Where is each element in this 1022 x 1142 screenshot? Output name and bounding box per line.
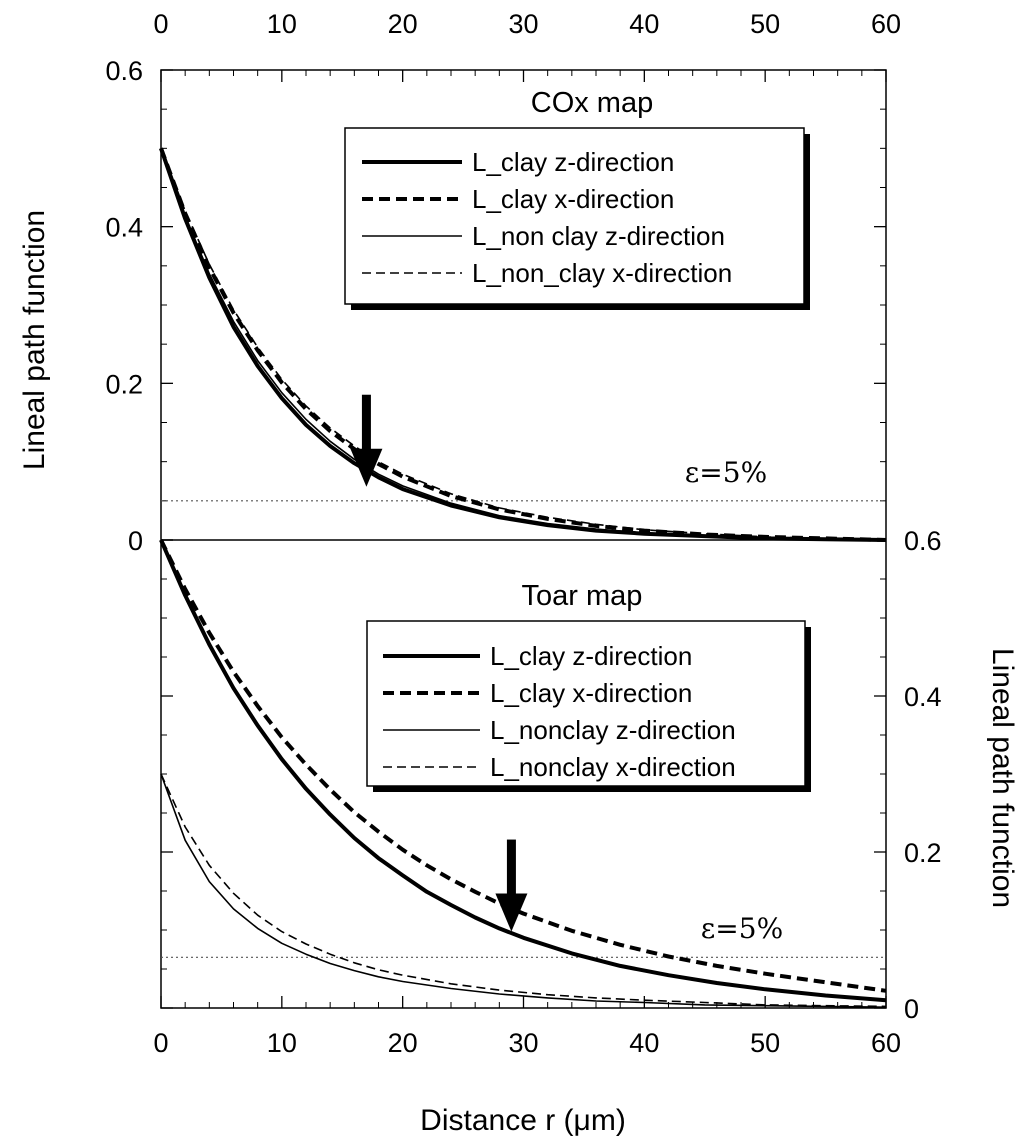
x-tick-label-top: 20 xyxy=(388,9,418,39)
arrow-head xyxy=(495,893,528,932)
x-tick-label-bottom: 40 xyxy=(629,1028,659,1058)
x-tick-label-bottom: 0 xyxy=(153,1028,168,1058)
threshold-label-cox: ε=5% xyxy=(685,456,767,489)
y-axis-title-left: Lineal path function xyxy=(18,210,51,470)
y-tick-label-right: 0 xyxy=(904,994,919,1024)
legend-toar-label-1: L_clay z-direction xyxy=(490,641,692,671)
y-tick-label-left: 0 xyxy=(128,526,143,556)
legend-toar-label-3: L_nonclay z-direction xyxy=(490,715,736,745)
x-tick-label-top: 40 xyxy=(629,9,659,39)
series-layer xyxy=(159,147,887,1008)
legend-toar: L_clay z-direction L_clay x-direction L_… xyxy=(366,620,811,792)
x-tick-label-bottom: 10 xyxy=(267,1028,297,1058)
x-axis-title: Distance r (μm) xyxy=(420,1104,626,1137)
x-tick-label-top: 60 xyxy=(871,9,901,39)
y-tick-label-right: 0.6 xyxy=(904,526,942,556)
series-line xyxy=(160,773,887,1008)
series-line xyxy=(159,539,887,993)
x-tick-label-top: 50 xyxy=(750,9,780,39)
panel-title-toar: Toar map xyxy=(522,580,643,612)
arrow-shaft xyxy=(506,839,516,898)
x-tick-label-top: 0 xyxy=(153,9,168,39)
panel-title-cox: COx map xyxy=(531,87,653,119)
series-line xyxy=(159,539,887,1003)
arrow-shaft xyxy=(361,394,371,453)
series-line xyxy=(160,773,887,1008)
x-tick-label-bottom: 60 xyxy=(871,1028,901,1058)
y-tick-label-left: 0.4 xyxy=(105,213,143,243)
legend-toar-label-4: L_nonclay x-direction xyxy=(490,752,736,782)
arrow-layer xyxy=(350,394,528,932)
threshold-label-toar: ε=5% xyxy=(701,912,783,945)
x-tick-label-top: 10 xyxy=(267,9,297,39)
y-axis-title-right: Lineal path function xyxy=(986,648,1019,908)
x-tick-label-top: 30 xyxy=(508,9,538,39)
labels-layer: 0010102020303040405050606000.20.40.600.2… xyxy=(105,9,941,1058)
legend-toar-box xyxy=(366,620,806,787)
threshold-layer xyxy=(161,500,886,958)
y-tick-label-right: 0.4 xyxy=(904,682,942,712)
arrow-head xyxy=(350,448,383,487)
y-tick-label-right: 0.2 xyxy=(904,838,942,868)
legend-cox-label-4: L_non_clay x-direction xyxy=(472,258,732,288)
legend-toar-label-2: L_clay x-direction xyxy=(490,678,692,708)
legend-cox-box xyxy=(344,127,805,305)
x-tick-label-bottom: 50 xyxy=(750,1028,780,1058)
legend-cox-label-3: L_non clay z-direction xyxy=(472,221,725,251)
y-tick-label-left: 0.2 xyxy=(105,369,143,399)
legend-cox-label-1: L_clay z-direction xyxy=(472,147,674,177)
legend-cox-label-2: L_clay x-direction xyxy=(472,184,674,214)
series-line xyxy=(160,148,887,541)
series-line xyxy=(160,148,887,541)
x-tick-label-bottom: 30 xyxy=(508,1028,538,1058)
x-tick-label-bottom: 20 xyxy=(388,1028,418,1058)
y-tick-label-left: 0.6 xyxy=(105,56,143,86)
legend-cox: L_clay z-direction L_clay x-direction L_… xyxy=(344,127,810,310)
